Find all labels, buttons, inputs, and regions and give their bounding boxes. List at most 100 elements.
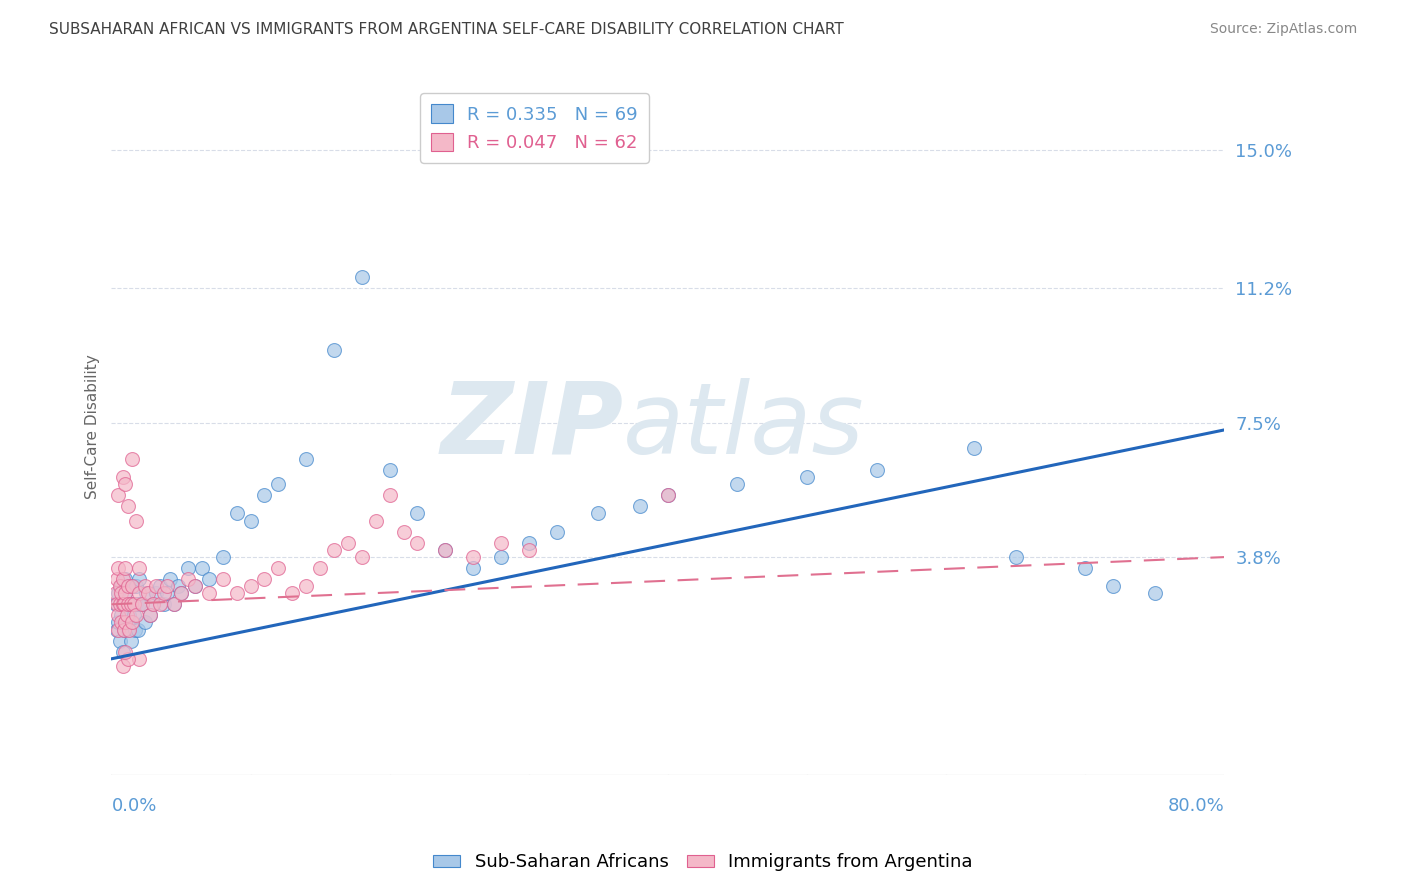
Point bbox=[149, 579, 172, 593]
Point bbox=[378, 488, 401, 502]
Point bbox=[725, 477, 748, 491]
Point bbox=[225, 507, 247, 521]
Point bbox=[170, 586, 193, 600]
Point bbox=[323, 343, 346, 357]
Point bbox=[139, 608, 162, 623]
Point bbox=[134, 615, 156, 630]
Point bbox=[117, 652, 139, 666]
Point bbox=[112, 623, 135, 637]
Point bbox=[309, 561, 332, 575]
Point bbox=[110, 579, 132, 593]
Point bbox=[125, 597, 148, 611]
Point bbox=[1102, 579, 1125, 593]
Point bbox=[131, 597, 153, 611]
Point bbox=[350, 550, 373, 565]
Point bbox=[128, 652, 150, 666]
Point bbox=[108, 597, 131, 611]
Point bbox=[461, 550, 484, 565]
Point bbox=[114, 572, 136, 586]
Point bbox=[114, 644, 136, 658]
Point bbox=[434, 542, 457, 557]
Point bbox=[117, 623, 139, 637]
Point bbox=[295, 579, 318, 593]
Point bbox=[112, 597, 135, 611]
Point bbox=[128, 597, 150, 611]
Point bbox=[117, 579, 139, 593]
Point bbox=[378, 463, 401, 477]
Point bbox=[121, 597, 143, 611]
Legend: Sub-Saharan Africans, Immigrants from Argentina: Sub-Saharan Africans, Immigrants from Ar… bbox=[426, 847, 980, 879]
Point bbox=[267, 561, 290, 575]
Point bbox=[111, 644, 134, 658]
Point bbox=[131, 597, 153, 611]
Point bbox=[114, 615, 136, 630]
Point bbox=[125, 514, 148, 528]
Point bbox=[177, 561, 200, 575]
Point bbox=[153, 597, 176, 611]
Point bbox=[657, 488, 679, 502]
Point bbox=[107, 615, 129, 630]
Point bbox=[118, 608, 141, 623]
Point bbox=[122, 597, 145, 611]
Point bbox=[108, 633, 131, 648]
Point bbox=[253, 572, 276, 586]
Point bbox=[145, 579, 167, 593]
Point bbox=[588, 507, 610, 521]
Point bbox=[120, 633, 142, 648]
Point bbox=[489, 535, 512, 549]
Point bbox=[350, 270, 373, 285]
Point bbox=[115, 608, 138, 623]
Point bbox=[134, 579, 156, 593]
Point bbox=[167, 579, 190, 593]
Point bbox=[434, 542, 457, 557]
Point bbox=[198, 572, 221, 586]
Text: 0.0%: 0.0% bbox=[111, 797, 157, 815]
Point bbox=[239, 579, 262, 593]
Point bbox=[127, 623, 149, 637]
Point bbox=[796, 470, 818, 484]
Point bbox=[239, 514, 262, 528]
Point bbox=[107, 586, 129, 600]
Point bbox=[110, 586, 132, 600]
Text: SUBSAHARAN AFRICAN VS IMMIGRANTS FROM ARGENTINA SELF-CARE DISABILITY CORRELATION: SUBSAHARAN AFRICAN VS IMMIGRANTS FROM AR… bbox=[49, 22, 844, 37]
Point bbox=[124, 623, 146, 637]
Point bbox=[110, 608, 132, 623]
Point bbox=[295, 452, 318, 467]
Point bbox=[198, 586, 221, 600]
Y-axis label: Self-Care Disability: Self-Care Disability bbox=[86, 354, 100, 499]
Point bbox=[105, 623, 128, 637]
Point bbox=[657, 488, 679, 502]
Point bbox=[121, 452, 143, 467]
Point bbox=[128, 572, 150, 586]
Point bbox=[107, 488, 129, 502]
Point bbox=[267, 477, 290, 491]
Point bbox=[121, 579, 143, 593]
Point bbox=[114, 477, 136, 491]
Point bbox=[145, 586, 167, 600]
Point bbox=[149, 597, 172, 611]
Point bbox=[114, 561, 136, 575]
Point bbox=[111, 597, 134, 611]
Point bbox=[111, 572, 134, 586]
Point bbox=[108, 579, 131, 593]
Point bbox=[105, 572, 128, 586]
Point bbox=[121, 615, 143, 630]
Point bbox=[323, 542, 346, 557]
Point bbox=[184, 579, 207, 593]
Point bbox=[135, 586, 157, 600]
Point bbox=[114, 615, 136, 630]
Point bbox=[142, 597, 165, 611]
Text: atlas: atlas bbox=[623, 378, 865, 475]
Point bbox=[110, 615, 132, 630]
Point bbox=[628, 499, 651, 513]
Point bbox=[107, 561, 129, 575]
Point bbox=[117, 499, 139, 513]
Point bbox=[104, 597, 127, 611]
Text: Source: ZipAtlas.com: Source: ZipAtlas.com bbox=[1209, 22, 1357, 37]
Point bbox=[104, 586, 127, 600]
Point bbox=[1074, 561, 1097, 575]
Point bbox=[177, 572, 200, 586]
Point bbox=[1004, 550, 1026, 565]
Point bbox=[115, 597, 138, 611]
Legend: R = 0.335   N = 69, R = 0.047   N = 62: R = 0.335 N = 69, R = 0.047 N = 62 bbox=[420, 94, 648, 163]
